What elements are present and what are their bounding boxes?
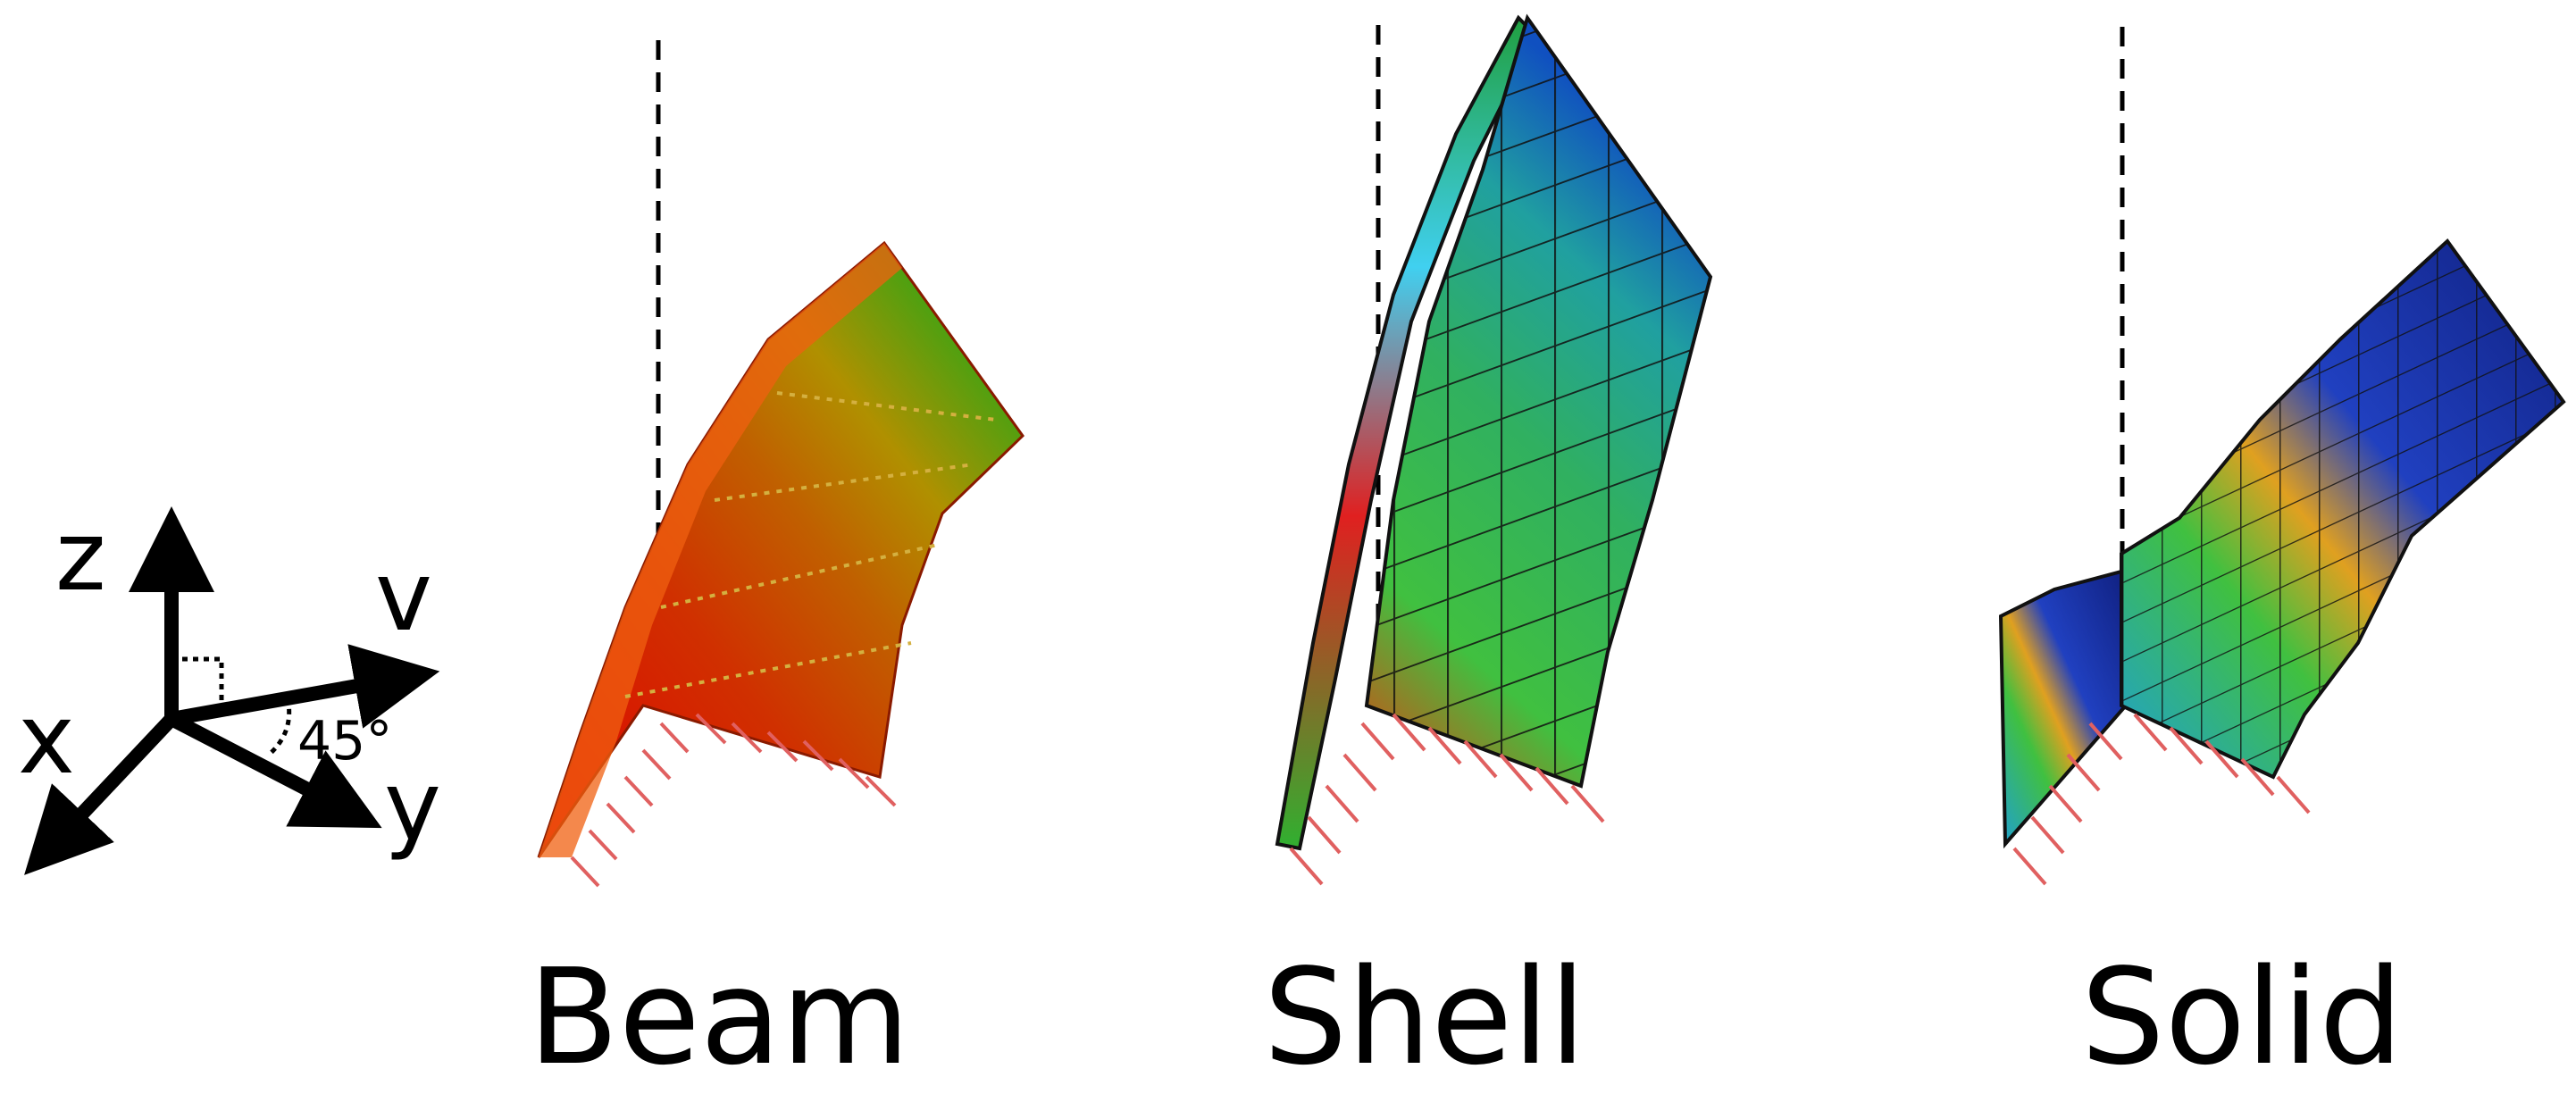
- shell-constraint: [1289, 713, 1605, 886]
- solid-side-wall: [1998, 569, 2129, 849]
- beam-model: [537, 40, 1025, 858]
- beam-label: Beam: [528, 940, 910, 1094]
- shell-mesh: [1367, 18, 1710, 786]
- y-axis-label: y: [384, 751, 441, 863]
- x-axis-label: x: [18, 684, 75, 796]
- v-axis-label: v: [375, 541, 432, 653]
- constraint-hatches: [570, 713, 2311, 888]
- v-axis-arrow: [170, 644, 440, 729]
- coordinate-system: [24, 506, 440, 875]
- solid-model: [1998, 27, 2566, 849]
- solid-constraint: [2012, 713, 2311, 886]
- angle-arc: [266, 697, 292, 757]
- y-axis-arrow: [168, 712, 382, 829]
- shell-model: [1275, 13, 1713, 851]
- beam-top-flange: [539, 243, 902, 857]
- beam-constraint: [570, 713, 897, 888]
- x-axis-arrow: [24, 714, 177, 875]
- shell-label: Shell: [1263, 940, 1586, 1094]
- right-angle-marker: [171, 656, 224, 706]
- z-axis-label: z: [55, 501, 106, 613]
- solid-label: Solid: [2080, 940, 2404, 1094]
- angle-label: 45°: [297, 710, 393, 772]
- solid-mesh: [2121, 241, 2563, 777]
